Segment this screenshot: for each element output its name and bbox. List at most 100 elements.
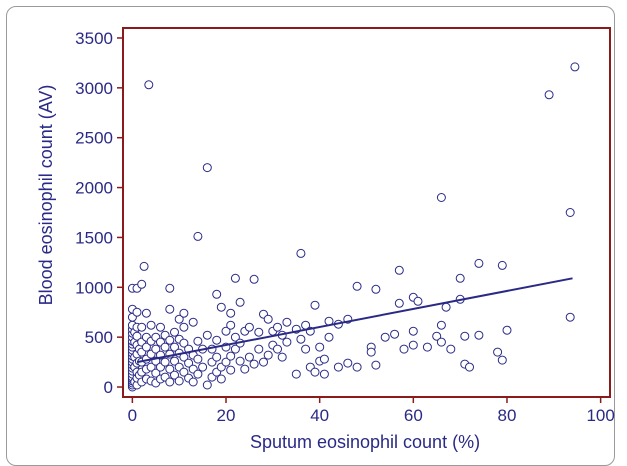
y-tick-label: 2000	[75, 179, 113, 198]
data-point	[315, 342, 325, 352]
data-point	[277, 352, 287, 362]
data-point	[465, 362, 474, 372]
y-tick-label: 500	[85, 328, 113, 347]
y-tick-label: 2500	[75, 129, 113, 148]
data-point	[296, 248, 306, 258]
data-point	[212, 335, 222, 345]
data-point	[371, 360, 381, 370]
data-point	[226, 351, 236, 361]
data-point	[216, 374, 226, 384]
data-point	[141, 308, 151, 318]
data-point	[282, 317, 292, 327]
data-point	[319, 369, 329, 379]
x-tick-label: 40	[310, 406, 329, 425]
data-point	[202, 380, 212, 390]
chart-frame: 0 20 40 60 80 100 0 500 1000 1500 2000 2500 3000 3500…	[6, 6, 615, 466]
data-point	[132, 331, 142, 341]
x-tick-label: 60	[404, 406, 423, 425]
data-point	[436, 320, 446, 330]
data-point	[249, 274, 259, 284]
x-axis-title: Sputum eosinophil count (%)	[250, 432, 480, 452]
data-point	[170, 342, 179, 352]
data-point	[137, 279, 147, 289]
y-tick-label: 3500	[75, 29, 113, 48]
x-tick-label: 100	[586, 406, 614, 425]
plot-border	[122, 27, 611, 398]
data-point	[455, 273, 465, 283]
data-point	[408, 326, 418, 336]
x-tick-label: 80	[498, 406, 517, 425]
data-point	[202, 330, 212, 340]
data-point	[310, 367, 320, 377]
data-point	[226, 320, 236, 330]
data-point	[343, 358, 353, 368]
data-point	[179, 338, 189, 348]
data-point	[333, 362, 343, 372]
data-point	[565, 208, 575, 217]
data-point	[394, 298, 404, 308]
data-point	[226, 365, 236, 375]
data-point	[497, 260, 507, 270]
y-tick-label: 1000	[75, 278, 113, 297]
data-point	[193, 336, 203, 346]
regression-line-layer	[136, 277, 573, 364]
y-tick-label: 3000	[75, 79, 113, 98]
data-point	[282, 337, 292, 347]
data-point	[151, 368, 161, 378]
x-tick-label: 0	[128, 406, 137, 425]
data-point	[273, 344, 282, 354]
data-point	[413, 296, 423, 306]
data-point	[263, 350, 273, 360]
data-point	[460, 331, 470, 341]
data-point	[371, 284, 381, 294]
data-point	[165, 304, 175, 314]
data-point	[296, 334, 306, 344]
data-point	[394, 265, 404, 275]
data-point	[474, 330, 484, 340]
data-point	[151, 344, 161, 354]
data-point	[324, 332, 334, 342]
data-point	[188, 317, 198, 327]
data-point	[170, 327, 179, 337]
data-point	[179, 308, 189, 318]
data-point	[160, 357, 170, 367]
data-points	[127, 62, 580, 392]
data-point	[544, 90, 554, 100]
data-point	[432, 331, 442, 341]
data-point	[493, 347, 503, 357]
data-point	[441, 302, 451, 312]
data-point	[408, 340, 418, 350]
data-point	[254, 344, 264, 354]
data-point	[165, 377, 175, 387]
data-point	[230, 332, 240, 342]
data-point	[174, 376, 184, 386]
data-point	[291, 369, 301, 379]
data-point	[202, 163, 212, 173]
data-point	[184, 358, 194, 368]
data-point	[188, 377, 198, 387]
data-point	[144, 80, 154, 90]
data-point	[244, 322, 254, 332]
data-point	[193, 231, 203, 241]
data-point	[230, 344, 240, 354]
data-point	[198, 362, 208, 372]
axes	[117, 27, 611, 403]
data-point	[436, 337, 446, 347]
data-point	[170, 356, 179, 366]
data-point	[497, 355, 507, 365]
data-point	[301, 344, 311, 354]
y-tick-label: 1500	[75, 228, 113, 247]
data-point	[474, 258, 484, 268]
data-point	[139, 261, 149, 271]
data-point	[254, 327, 264, 337]
data-point	[193, 369, 203, 379]
data-point	[165, 335, 175, 345]
data-point	[352, 362, 362, 372]
data-point	[436, 193, 446, 202]
data-point	[565, 312, 575, 322]
data-point	[146, 362, 156, 372]
data-point	[212, 289, 222, 299]
data-point	[502, 325, 512, 335]
data-point	[240, 364, 250, 374]
